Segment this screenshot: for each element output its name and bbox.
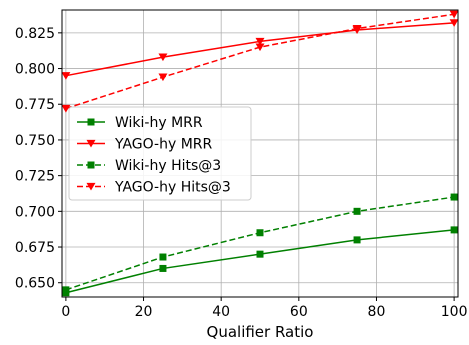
x-axis-label: Qualifier Ratio xyxy=(207,323,314,341)
triangle-marker xyxy=(86,182,96,191)
y-tick-label: 0.725 xyxy=(15,169,55,185)
square-marker xyxy=(450,193,458,201)
x-tick-label: 40 xyxy=(212,304,230,320)
y-tick-label: 0.700 xyxy=(15,204,55,220)
y-tick-label: 0.775 xyxy=(15,97,55,113)
square-marker xyxy=(159,253,167,261)
series-line xyxy=(65,13,455,110)
legend-box xyxy=(68,106,252,201)
square-marker xyxy=(353,236,361,244)
triangle-marker xyxy=(449,19,459,27)
square-marker xyxy=(87,161,95,169)
triangle-marker xyxy=(449,10,459,19)
x-tick-label: 80 xyxy=(368,304,386,320)
plot-frame xyxy=(61,9,459,298)
legend-label: YAGO-hy MRR xyxy=(114,137,213,153)
series-layer xyxy=(61,10,459,297)
y-tick-label: 0.825 xyxy=(15,26,55,42)
legend-label: Wiki-hy MRR xyxy=(115,115,203,131)
triangle-marker xyxy=(352,24,362,33)
x-tick-label: 20 xyxy=(135,304,153,320)
legend-item: Wiki-hy Hits@3 xyxy=(77,158,221,174)
triangle-marker xyxy=(158,73,168,82)
triangle-marker xyxy=(255,43,265,52)
y-tick-label: 0.650 xyxy=(15,276,55,292)
square-marker xyxy=(256,229,264,237)
series-yago-hy-hits-3 xyxy=(61,10,459,113)
legend-label: Wiki-hy Hits@3 xyxy=(115,158,221,174)
x-tick-label: 0 xyxy=(61,304,70,320)
legend-label: YAGO-hy Hits@3 xyxy=(114,180,231,196)
square-marker xyxy=(450,226,458,234)
triangle-marker xyxy=(61,104,71,113)
legend-item: YAGO-hy MRR xyxy=(77,137,213,153)
square-marker xyxy=(62,286,70,294)
triangle-marker xyxy=(61,72,71,80)
series-wiki-hy-mrr xyxy=(62,226,458,297)
legend-item: YAGO-hy Hits@3 xyxy=(77,180,231,196)
triangle-marker xyxy=(158,53,168,62)
triangle-marker xyxy=(255,37,265,46)
legend: Wiki-hy MRR YAGO-hy MRR Wiki-hy Hits@3 YAGO… xyxy=(68,106,252,201)
square-marker xyxy=(256,250,264,258)
series-line xyxy=(65,229,455,294)
y-tick-label: 0.800 xyxy=(15,62,55,78)
x-tick-label: 100 xyxy=(441,304,468,320)
square-marker xyxy=(159,264,167,272)
square-marker xyxy=(353,207,361,215)
triangle-marker xyxy=(86,139,96,148)
square-marker xyxy=(87,118,95,126)
legend-item: Wiki-hy MRR xyxy=(77,115,203,131)
series-wiki-hy-hits-3 xyxy=(62,193,458,294)
y-tick-label: 0.750 xyxy=(15,133,55,149)
axis-ticks: 0 20 40 60 80 100 0.650 0.675 0.700 0.725 0.750 0.7… xyxy=(15,26,468,320)
x-tick-label: 60 xyxy=(290,304,308,320)
y-tick-label: 0.675 xyxy=(15,240,55,256)
